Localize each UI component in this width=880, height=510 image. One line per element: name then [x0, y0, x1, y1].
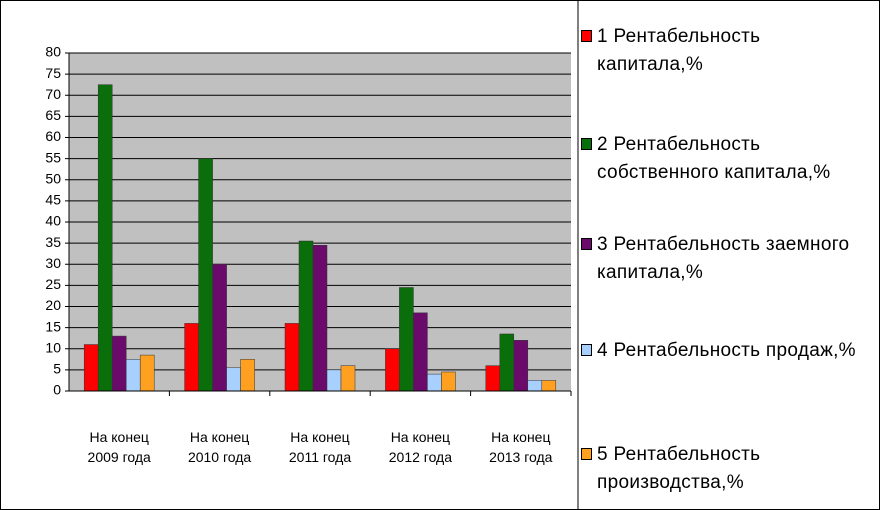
bar: [541, 380, 557, 392]
legend-swatch: [581, 344, 592, 356]
bar: [184, 323, 199, 392]
y-tick-label: 55: [45, 149, 61, 165]
legend-entry: 1 Рентабельность капитала,%: [581, 23, 859, 79]
y-tick-label: 70: [45, 86, 61, 102]
bar: [139, 354, 155, 392]
bar: [427, 373, 442, 392]
bar: [527, 380, 543, 392]
x-tick-label: На конец 2009 года: [87, 429, 151, 465]
bar: [111, 335, 127, 392]
bar: [385, 348, 400, 392]
y-tick-label: 0: [53, 382, 61, 398]
bar: [441, 371, 456, 392]
y-tick-label: 5: [53, 361, 61, 377]
bar: [97, 84, 113, 392]
bar: [499, 333, 515, 392]
y-tick-label: 25: [45, 276, 61, 292]
bar: [340, 365, 356, 392]
y-tick-label: 30: [45, 255, 61, 271]
x-tick-label: На конец 2012 года: [388, 429, 453, 465]
x-tick-label: На конец 2011 года: [288, 429, 352, 465]
bar: [413, 312, 428, 392]
bar: [298, 240, 314, 392]
legend-swatch: [581, 30, 592, 42]
y-tick-label: 80: [45, 44, 61, 60]
legend-entry: 4 Рентабельность продаж,%: [581, 337, 859, 365]
bar: [83, 344, 99, 392]
y-tick-label: 65: [45, 107, 61, 123]
y-tick-label: 45: [45, 192, 61, 208]
bar: [240, 359, 255, 392]
y-tick-label: 35: [45, 234, 61, 250]
bar: [212, 264, 227, 392]
bar: [125, 359, 141, 392]
legend-entry: 5 Рентабельность производства,%: [581, 441, 859, 497]
bar: [485, 365, 501, 392]
legend-swatch: [581, 138, 592, 150]
legend-swatch: [581, 238, 592, 250]
legend-entry: 3 Рентабельность заемного капитала,%: [581, 231, 859, 287]
y-tick-label: 40: [45, 213, 61, 229]
y-tick-label: 75: [45, 65, 61, 81]
bar: [399, 287, 414, 392]
bar: [226, 367, 241, 392]
y-tick-label: 15: [45, 318, 61, 334]
bar: [312, 244, 328, 392]
legend-entry: 2 Рентабельность собственного капитала,%: [581, 131, 859, 187]
bar: [284, 323, 300, 392]
y-tick-label: 50: [45, 170, 61, 186]
y-tick-label: 60: [45, 128, 61, 144]
x-tick-label: На конец 2010 года: [187, 429, 252, 465]
bar: [198, 158, 213, 392]
y-tick-label: 10: [45, 339, 61, 355]
bar: [326, 369, 342, 392]
y-tick-label: 20: [45, 297, 61, 313]
x-tick-label: На конец 2013 года: [489, 429, 553, 465]
legend-swatch: [581, 448, 592, 460]
bar: [513, 340, 529, 392]
